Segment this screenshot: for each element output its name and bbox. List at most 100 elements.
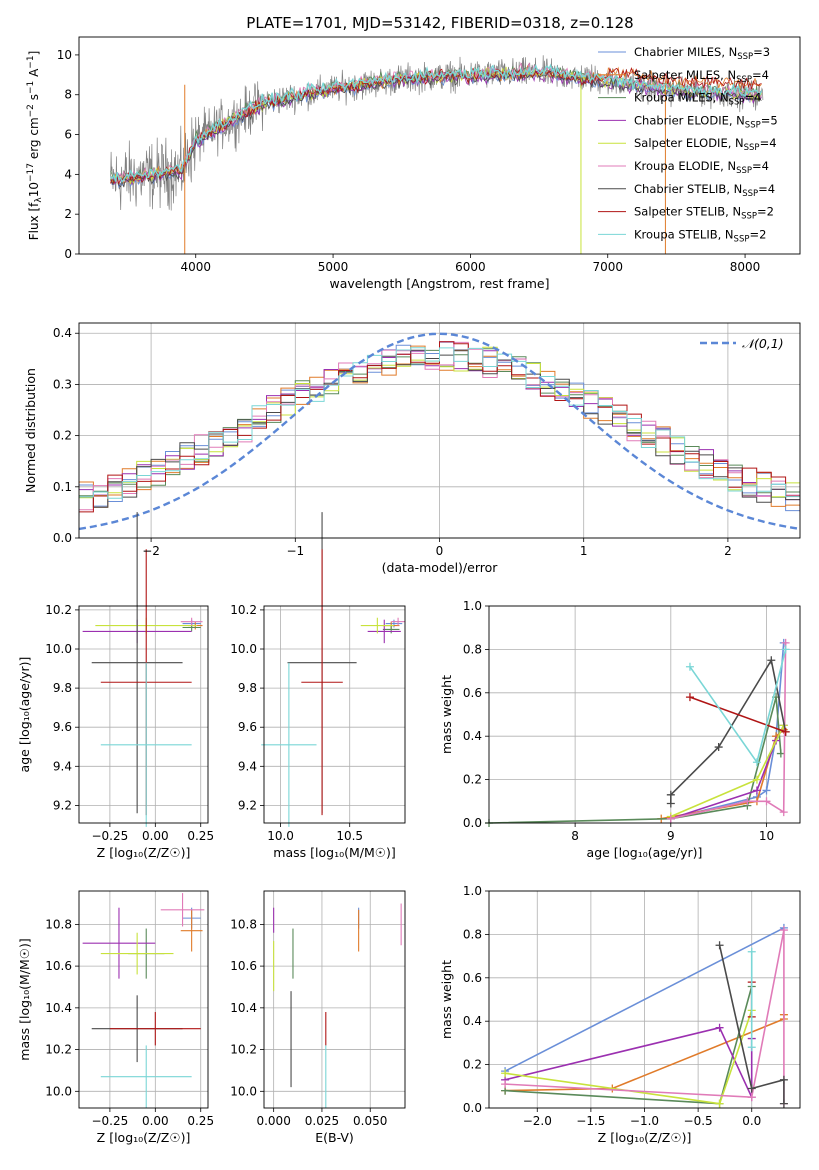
weight-marker-kroupa_stelib (747, 947, 756, 956)
weight-line-kroupa_stelib (689, 649, 787, 765)
y-tick-label: 9.4 (238, 759, 257, 773)
errorbars-age_vs_mass (261, 512, 405, 827)
axes-frame (78, 890, 209, 1109)
y-axis-label: Normed distribution (23, 368, 38, 493)
weights-weight_vs_age (485, 638, 790, 827)
x-tick-label: 0.25 (187, 1114, 214, 1128)
x-tick-label: −0.25 (91, 1114, 128, 1128)
x-axis-label: Z [log₁₀(Z/Z☉)] (598, 1130, 692, 1145)
y-tick-label: 10.8 (45, 917, 72, 931)
weight-marker-kroupa_elodie (762, 797, 771, 806)
y-tick-label: 0.2 (463, 773, 482, 787)
y-tick-label: 10.2 (230, 603, 257, 617)
weight-line-kroupa_elodie (505, 929, 785, 1104)
y-tick-label: 0.3 (53, 377, 72, 391)
y-tick-label: 0.0 (463, 1101, 482, 1115)
weight-marker-chabrier_stelib (666, 799, 675, 808)
weight-line-salpeter_stelib (689, 696, 786, 733)
weight-line-chabrier_stelib (718, 945, 785, 1104)
y-tick-label: 0.6 (463, 686, 482, 700)
figure-title: PLATE=1701, MJD=53142, FIBERID=0318, z=0… (246, 14, 633, 32)
weight-marker-salpeter_stelib (685, 693, 694, 702)
y-tick-label: 10.8 (230, 917, 257, 931)
weight-marker-chabrier_stelib (767, 656, 776, 665)
x-tick-label: −1.0 (630, 1114, 659, 1128)
x-tick-label: 10 (759, 829, 774, 843)
x-tick-label: −1.5 (576, 1114, 605, 1128)
weight-marker-chabrier_elodie (715, 1023, 724, 1032)
x-tick-label: 0.0 (742, 1114, 761, 1128)
y-tick-label: 0.6 (463, 971, 482, 985)
y-tick-label: 9.8 (238, 681, 257, 695)
axes-frame (263, 605, 406, 824)
marks-layer (79, 55, 800, 1108)
x-axis-label: age [log₁₀(age/yr)] (587, 845, 703, 860)
weight-marker-kroupa_elodie (666, 814, 675, 823)
errorbars-age_vs_Z (82, 512, 203, 827)
x-tick-label: 0.00 (142, 829, 169, 843)
axes-frame (488, 605, 801, 824)
axes-frame (263, 890, 406, 1109)
x-tick-label: 0.25 (187, 829, 214, 843)
model-kroupa_stelib (110, 63, 763, 183)
y-tick-label: 2 (64, 207, 72, 221)
y-tick-label: 10.4 (45, 1001, 72, 1015)
y-tick-label: 8 (64, 88, 72, 102)
y-tick-label: 0.4 (463, 729, 482, 743)
y-tick-label: 9.2 (238, 798, 257, 812)
y-tick-label: 0.4 (463, 1014, 482, 1028)
x-tick-label: 2 (724, 544, 732, 558)
x-tick-label: −2.0 (523, 1114, 552, 1128)
x-tick-label: −1 (286, 544, 304, 558)
weight-marker-chabrier_stelib (666, 790, 675, 799)
x-tick-label: 8 (571, 829, 579, 843)
legend-entry-kroupa_elodie: Kroupa ELODIE, NSSP=4 (634, 159, 769, 176)
y-axis-label: mass [log₁₀(M/M☉)] (17, 938, 32, 1060)
x-axis-label: Z [log₁₀(Z/Z☉)] (97, 1130, 191, 1145)
y-tick-label: 0.0 (463, 816, 482, 830)
y-tick-label: 0.1 (53, 480, 72, 494)
legend-entry-salpeter_elodie: Salpeter ELODIE, NSSP=4 (634, 136, 777, 153)
y-tick-label: 9.2 (53, 798, 72, 812)
x-tick-label: 0.050 (353, 1114, 387, 1128)
x-axis-label: mass [log₁₀(M/M☉)] (273, 845, 395, 860)
weights-weight_vs_Z (501, 923, 788, 1108)
errorbars-mass_vs_Z (82, 893, 205, 1108)
y-axis-label: mass weight (439, 960, 454, 1039)
x-axis-label: wavelength [Angstrom, rest frame] (329, 276, 549, 291)
spectrum-lines (110, 55, 764, 254)
y-tick-label: 1.0 (463, 599, 482, 613)
weight-marker-kroupa_stelib (685, 662, 694, 671)
weight-marker-kroupa_elodie (501, 1080, 510, 1089)
y-tick-label: 10.4 (230, 1001, 257, 1015)
y-tick-label: 0 (64, 247, 72, 261)
model-chabrier_stelib (110, 70, 762, 188)
weight-marker-chabrier_stelib (779, 1075, 788, 1084)
x-axis-label: (data-model)/error (382, 560, 499, 575)
y-tick-label: 9.8 (53, 681, 72, 695)
x-axis-label: Z [log₁₀(Z/Z☉)] (97, 845, 191, 860)
y-tick-label: 10.0 (230, 642, 257, 656)
legend-entry-chabrier_elodie: Chabrier ELODIE, NSSP=5 (634, 113, 778, 130)
y-tick-label: 10 (57, 48, 72, 62)
y-tick-label: 10.6 (45, 959, 72, 973)
residual-histograms (79, 332, 800, 531)
y-tick-label: 10.0 (45, 1084, 72, 1098)
x-tick-label: 6000 (455, 260, 486, 274)
model-salpeter_stelib (110, 67, 762, 186)
y-tick-label: 10.6 (230, 959, 257, 973)
x-tick-label: 0.00 (142, 1114, 169, 1128)
y-tick-label: 4 (64, 167, 72, 181)
x-tick-label: 0.025 (305, 1114, 339, 1128)
weight-marker-kroupa_elodie (779, 808, 788, 817)
legend-entry-salpeter_stelib: Salpeter STELIB, NSSP=2 (634, 205, 774, 222)
weight-marker-chabrier_stelib (715, 941, 724, 950)
y-tick-label: 0.2 (53, 429, 72, 443)
weight-marker-salpeter_elodie (715, 1099, 724, 1108)
weight-marker-kroupa_stelib (747, 1043, 756, 1052)
y-tick-label: 1.0 (463, 884, 482, 898)
x-tick-label: 9 (667, 829, 675, 843)
y-tick-label: 6 (64, 128, 72, 142)
x-tick-label: −2 (142, 544, 160, 558)
weight-marker-chabrier_stelib (779, 1099, 788, 1108)
